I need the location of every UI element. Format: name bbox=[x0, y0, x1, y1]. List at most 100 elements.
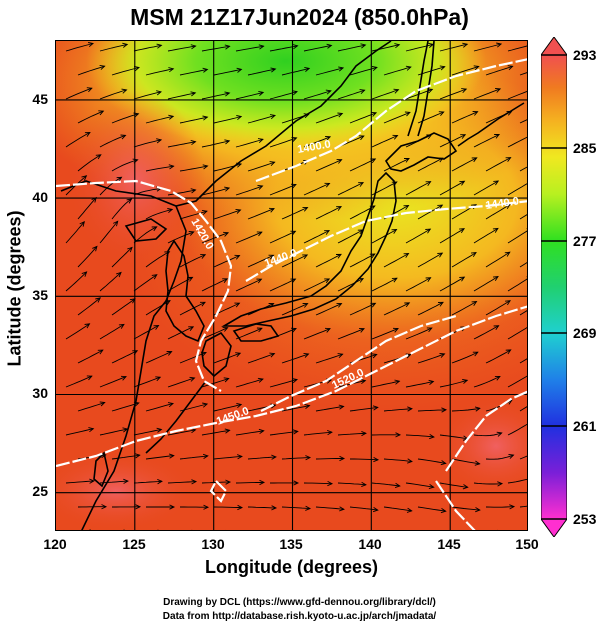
streamline-arrowhead bbox=[168, 114, 175, 120]
streamline-arrowhead bbox=[269, 114, 277, 120]
streamline bbox=[145, 300, 171, 316]
streamline-arrowhead bbox=[339, 506, 345, 512]
x-tick-label: 135 bbox=[279, 536, 303, 552]
streamline-arrowhead bbox=[360, 379, 367, 385]
streamline bbox=[519, 214, 527, 220]
streamline bbox=[473, 482, 503, 485]
streamline-arrowhead bbox=[371, 66, 378, 72]
streamline-arrowhead bbox=[338, 404, 345, 410]
streamline-arrowhead bbox=[156, 427, 163, 433]
y-tick-label: 35 bbox=[32, 287, 48, 303]
streamline bbox=[405, 181, 431, 196]
streamline bbox=[167, 276, 193, 292]
streamline bbox=[167, 45, 196, 52]
streamline-arrowhead bbox=[507, 65, 514, 71]
streamline-arrowhead bbox=[268, 254, 275, 260]
colorbar-gradient bbox=[541, 54, 567, 520]
streamline-arrowhead bbox=[508, 454, 515, 459]
streamline bbox=[507, 278, 527, 292]
streamline bbox=[65, 43, 94, 52]
streamline-arrowhead bbox=[166, 351, 173, 356]
streamline-arrowhead bbox=[224, 139, 231, 145]
streamline bbox=[451, 458, 480, 465]
streamline bbox=[337, 432, 366, 436]
streamline-arrowhead bbox=[335, 253, 342, 259]
streamline bbox=[417, 458, 446, 464]
streamline bbox=[235, 278, 262, 292]
streamline bbox=[337, 44, 366, 52]
streamline-arrowhead bbox=[86, 87, 93, 93]
streamline bbox=[77, 246, 98, 268]
streamline bbox=[519, 72, 527, 76]
streamline-arrowhead bbox=[122, 42, 129, 48]
streamline bbox=[315, 206, 342, 220]
streamline bbox=[99, 43, 128, 52]
credit-drawing: Drawing by DCL (https://www.gfd-dennou.o… bbox=[163, 597, 436, 608]
streamline bbox=[383, 302, 410, 316]
colorbar-tick-label: 293 bbox=[573, 47, 597, 63]
streamline-arrowhead bbox=[440, 460, 447, 466]
streamline-arrowhead bbox=[439, 65, 446, 71]
streamline bbox=[417, 252, 443, 268]
streamline bbox=[111, 454, 140, 460]
streamline bbox=[371, 44, 400, 52]
streamline-arrowhead bbox=[202, 453, 209, 459]
streamline bbox=[235, 481, 265, 484]
streamline-arrowhead bbox=[190, 188, 197, 194]
streamline-arrowhead bbox=[292, 90, 298, 96]
x-tick-label: 145 bbox=[437, 536, 461, 552]
streamline bbox=[281, 67, 310, 76]
streamline-arrowhead bbox=[425, 228, 432, 234]
streamline bbox=[111, 198, 132, 220]
streamline bbox=[371, 277, 398, 292]
streamline-arrowhead bbox=[156, 138, 163, 144]
y-tick-label: 45 bbox=[32, 91, 48, 107]
streamline-arrowhead bbox=[406, 507, 413, 513]
streamline bbox=[235, 378, 264, 388]
streamline-arrowhead bbox=[258, 90, 265, 96]
streamline bbox=[111, 350, 138, 364]
streamline-arrowhead bbox=[268, 303, 275, 308]
streamline-arrowhead bbox=[200, 301, 206, 307]
streamline bbox=[235, 45, 264, 52]
streamline bbox=[247, 254, 274, 268]
streamline-arrowhead bbox=[157, 478, 163, 485]
streamline bbox=[350, 458, 379, 461]
streamline bbox=[383, 158, 410, 172]
streamline bbox=[303, 230, 330, 244]
streamline-arrowhead bbox=[167, 208, 174, 214]
streamline-arrowhead bbox=[494, 134, 501, 139]
streamline bbox=[405, 381, 434, 388]
streamline-arrowhead bbox=[236, 403, 243, 409]
streamline bbox=[65, 132, 91, 148]
streamline-arrowhead bbox=[429, 434, 435, 440]
streamline-arrowhead bbox=[189, 376, 196, 382]
streamline-arrowhead bbox=[157, 529, 159, 530]
streamline-arrowhead bbox=[133, 112, 140, 118]
x-tick-label: 130 bbox=[201, 536, 225, 552]
streamline bbox=[315, 113, 343, 124]
streamline-arrowhead bbox=[269, 161, 276, 167]
streamline-arrowhead bbox=[290, 327, 297, 333]
streamline-arrowhead bbox=[509, 504, 516, 510]
streamline bbox=[303, 136, 331, 148]
streamline bbox=[337, 229, 364, 244]
streamline-arrowhead bbox=[256, 231, 263, 237]
streamline bbox=[315, 458, 344, 460]
streamline-arrowhead bbox=[504, 203, 511, 209]
streamline-arrowhead bbox=[235, 352, 242, 358]
streamline bbox=[111, 113, 139, 124]
streamline-arrowhead bbox=[324, 230, 331, 235]
streamline-arrowhead bbox=[259, 531, 264, 532]
streamline-arrowhead bbox=[134, 66, 140, 72]
streamline-arrowhead bbox=[492, 275, 499, 282]
x-axis-label: Longitude (degrees) bbox=[204, 557, 378, 577]
streamline-arrowhead bbox=[324, 278, 331, 284]
streamline-arrowhead bbox=[132, 350, 139, 355]
streamline-arrowhead bbox=[358, 135, 365, 141]
streamline-arrowhead bbox=[459, 180, 466, 186]
streamline bbox=[247, 161, 275, 172]
streamline bbox=[133, 44, 162, 52]
streamline bbox=[269, 137, 297, 148]
streamline-arrowhead bbox=[190, 44, 197, 50]
